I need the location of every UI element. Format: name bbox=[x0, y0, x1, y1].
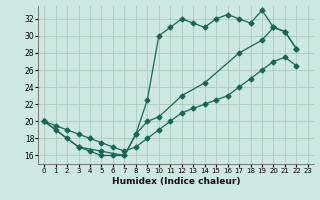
X-axis label: Humidex (Indice chaleur): Humidex (Indice chaleur) bbox=[112, 177, 240, 186]
